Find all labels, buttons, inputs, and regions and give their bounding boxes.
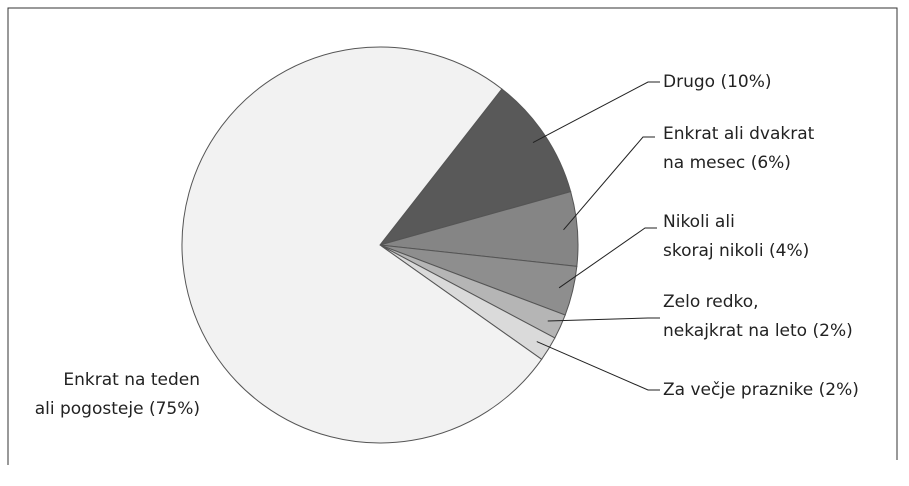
- label-line: Za večje praznike: [663, 380, 819, 400]
- slice-label: Nikoli ali skoraj nikoli (4%): [663, 212, 809, 261]
- leader-line: [563, 136, 655, 231]
- value-label: (75%): [149, 399, 200, 419]
- label-line: ali pogosteje: [35, 399, 149, 419]
- label-line: Enkrat na teden: [63, 370, 200, 390]
- value-label: (10%): [720, 72, 771, 92]
- label-line: nekajkrat na leto: [663, 321, 813, 341]
- slice-label: Drugo (10%): [663, 72, 772, 92]
- label-line: skoraj nikoli: [663, 241, 769, 261]
- label-line: na mesec: [663, 153, 751, 173]
- value-label: (4%): [769, 241, 809, 261]
- label-line: Drugo: [663, 72, 720, 92]
- frame: [7, 7, 898, 465]
- slice-label: Enkrat na teden ali pogosteje (75%): [35, 370, 200, 419]
- slice-label: Enkrat ali dvakrat na mesec (6%): [663, 124, 815, 173]
- value-label: (2%): [813, 321, 853, 341]
- leader-line: [532, 81, 660, 143]
- label-line: Enkrat ali dvakrat: [663, 124, 815, 144]
- leader-line: [536, 341, 660, 391]
- slice-label: Zelo redko, nekajkrat na leto (2%): [663, 292, 853, 341]
- leader-line: [547, 317, 660, 322]
- value-label: (6%): [751, 153, 791, 173]
- pie-slice: [378, 88, 572, 246]
- label-line: Zelo redko,: [663, 292, 759, 312]
- value-label: (2%): [819, 380, 859, 400]
- pie-slice: [181, 46, 543, 444]
- label-line: Nikoli ali: [663, 212, 735, 232]
- leader-line: [558, 227, 657, 289]
- slice-label: Za večje praznike (2%): [663, 380, 859, 400]
